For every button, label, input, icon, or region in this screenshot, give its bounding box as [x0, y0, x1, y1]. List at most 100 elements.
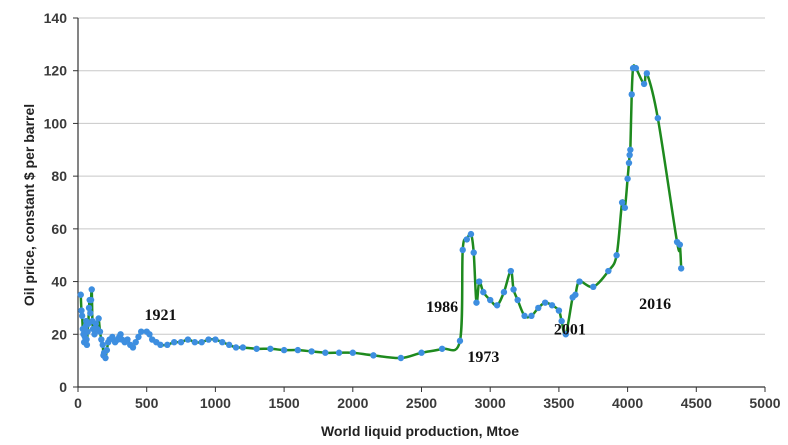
data-point [92, 320, 100, 327]
data-point [624, 175, 631, 182]
data-point [463, 236, 471, 243]
data-point [618, 199, 626, 206]
data-point [370, 352, 377, 359]
y-tick-labels: 0 20 40 60 80 100 120 140 [44, 10, 68, 395]
x-tick-label: 4500 [681, 395, 712, 411]
data-point [129, 344, 137, 351]
data-point [605, 267, 612, 275]
data-point [572, 291, 579, 298]
data-point [117, 331, 124, 338]
data-point [138, 328, 145, 335]
data-point [676, 241, 684, 248]
data-point [576, 278, 583, 285]
y-tick-label: 80 [51, 168, 67, 184]
data-point [124, 336, 131, 343]
y-tick-label: 140 [44, 10, 68, 26]
data-point [170, 338, 178, 346]
data-point [198, 338, 205, 346]
annotation-label: 2001 [554, 321, 586, 338]
data-point [500, 288, 508, 296]
annotation-label: 1986 [426, 299, 458, 316]
data-point [95, 315, 102, 322]
data-point [548, 302, 556, 309]
data-point [91, 331, 98, 338]
data-point [87, 310, 94, 317]
data-point [467, 230, 475, 238]
data-point [621, 204, 629, 211]
data-point [219, 338, 226, 346]
data-point [335, 349, 343, 356]
data-point [77, 291, 84, 298]
x-tick-label: 0 [74, 395, 82, 411]
data-point [205, 336, 212, 343]
data-point [322, 349, 329, 356]
axes [73, 17, 766, 392]
x-tick-label: 3000 [475, 395, 506, 411]
data-point [267, 345, 274, 352]
data-point [521, 312, 528, 320]
data-point [627, 146, 634, 153]
data-point [146, 331, 153, 338]
data-point [225, 341, 233, 349]
data-point [456, 337, 464, 345]
x-tick-label: 4000 [612, 395, 643, 411]
annotation-label: 2016 [639, 296, 671, 313]
data-point [625, 159, 633, 167]
y-tick-label: 0 [59, 379, 67, 395]
data-point [555, 307, 563, 314]
data-point [212, 336, 219, 343]
data-point [103, 346, 111, 354]
data-point [613, 252, 620, 259]
data-point [84, 328, 91, 335]
data-point [397, 354, 405, 362]
x-tick-label: 2000 [337, 395, 368, 411]
annotation-label: 1973 [467, 349, 499, 366]
data-point [109, 333, 116, 341]
data-point [528, 312, 535, 320]
data-point [459, 246, 466, 254]
x-axis-title: World liquid production, Mtoe [321, 423, 519, 439]
x-tick-label: 5000 [749, 395, 780, 411]
y-tick-label: 100 [44, 115, 68, 131]
data-point [83, 336, 90, 343]
data-point [88, 286, 95, 293]
y-tick-label: 20 [51, 326, 67, 342]
data-point [349, 349, 356, 356]
data-point [87, 296, 95, 304]
data-point [177, 338, 185, 346]
data-point [473, 299, 480, 306]
data-point [78, 307, 85, 314]
data-point [535, 304, 542, 312]
data-point [480, 288, 487, 296]
x-tick-label: 2500 [406, 395, 437, 411]
data-point [232, 344, 240, 351]
data-point [85, 304, 93, 312]
data-point [132, 338, 139, 346]
data-point [418, 349, 425, 356]
data-point [632, 64, 640, 72]
data-point [83, 341, 91, 349]
y-axis-title: Oil price, constant $ per barrel [21, 104, 37, 306]
x-tick-label: 3500 [543, 395, 574, 411]
x-tick-labels: 0 500 1000 1500 2000 2500 3000 3500 4000 4500 5000 [74, 395, 781, 411]
data-point [98, 336, 105, 343]
data-point [643, 70, 651, 77]
data-point [253, 345, 260, 352]
data-point [476, 278, 483, 285]
data-point [640, 80, 648, 88]
gridlines [78, 17, 765, 335]
data-point [280, 346, 288, 354]
data-point [78, 312, 86, 320]
x-tick-label: 1000 [200, 395, 231, 411]
y-tick-label: 40 [51, 274, 67, 290]
data-point [507, 267, 515, 275]
data-point [102, 354, 109, 362]
data-point [308, 348, 315, 355]
annotation-label: 1921 [144, 307, 176, 324]
x-tick-label: 500 [135, 395, 159, 411]
data-point [438, 345, 446, 352]
data-point [294, 346, 302, 354]
annotations: 1921 1986 1973 2001 2016 [144, 296, 671, 366]
data-point [626, 151, 633, 159]
